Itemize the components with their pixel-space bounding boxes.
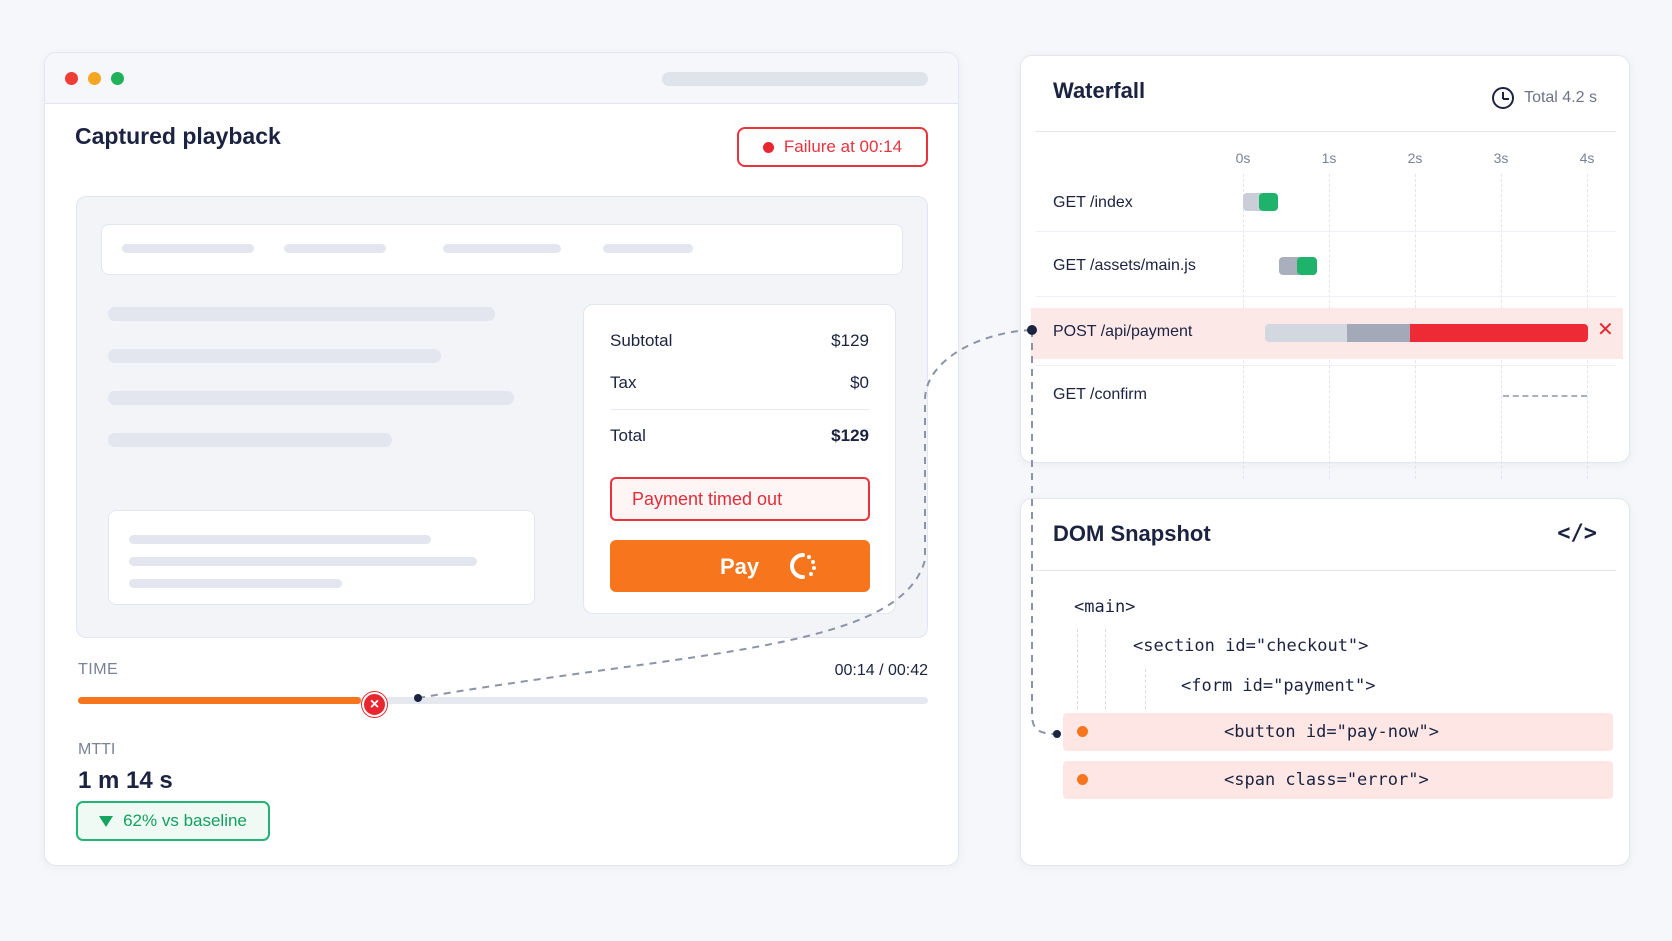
request-label[interactable]: GET /assets/main.js: [1053, 257, 1196, 274]
code-icon[interactable]: </>: [1557, 521, 1597, 546]
loading-spinner-icon: [790, 553, 816, 579]
dom-snapshot-panel: DOM Snapshot </> <main> <section id="che…: [1020, 498, 1630, 866]
tick-label: 0s: [1235, 150, 1251, 166]
clock-icon: [1492, 87, 1515, 109]
close-window-icon[interactable]: [65, 72, 78, 85]
subtotal-label: Subtotal: [610, 331, 673, 350]
mtti-label: MTTI: [78, 741, 116, 758]
dom-node[interactable]: <section id="checkout">: [1133, 636, 1369, 656]
timeline-progress: [78, 697, 362, 704]
placeholder-line: [108, 433, 392, 447]
row-divider: [1036, 365, 1616, 366]
indent-guide: [1077, 629, 1078, 709]
waterfall-total-label: Total 4.2 s: [1524, 89, 1597, 106]
dom-divider: [1036, 570, 1616, 571]
pay-button[interactable]: Pay: [610, 540, 870, 592]
summary-divider: [610, 409, 869, 410]
baseline-badge: 62% vs baseline: [76, 801, 270, 841]
failure-dot-icon: [762, 141, 774, 153]
dom-node-label: <span class="error">: [1224, 770, 1429, 790]
request-bar-ok: [1259, 193, 1278, 211]
failure-badge-label: Failure at 00:14: [783, 137, 903, 156]
dom-snapshot-title: DOM Snapshot: [1053, 521, 1211, 546]
placeholder-line: [108, 307, 495, 321]
failure-badge[interactable]: Failure at 00:14: [737, 127, 928, 167]
payment-error-message: Payment timed out: [610, 477, 870, 521]
order-summary: Subtotal $129 Tax $0 Total $129 Payment …: [583, 304, 896, 614]
dom-node-highlighted[interactable]: <span class="error">: [1063, 761, 1613, 799]
row-divider: [1036, 296, 1616, 297]
request-bar-wait: [1243, 193, 1261, 211]
baseline-label: 62% vs baseline: [123, 811, 247, 830]
node-marker-icon: [1077, 774, 1088, 785]
maximize-window-icon[interactable]: [111, 72, 124, 85]
window-titlebar: [45, 53, 958, 104]
failure-marker-icon[interactable]: ×: [362, 692, 387, 717]
indent-guide: [1105, 629, 1106, 709]
row-divider: [1036, 231, 1616, 232]
waterfall-total: Total 4.2 s: [1492, 87, 1597, 109]
tick-label: 2s: [1407, 150, 1423, 166]
tick-label: 1s: [1321, 150, 1337, 166]
total-value: $129: [831, 426, 869, 445]
placeholder-card: [108, 510, 535, 605]
playback-window: Captured playback Failure at 00:14 Subto…: [44, 52, 959, 866]
tax-label: Tax: [610, 373, 637, 392]
indent-guide: [1145, 669, 1146, 709]
dom-node[interactable]: <form id="payment">: [1181, 676, 1376, 696]
placeholder-line: [108, 349, 441, 363]
mtti-value: 1 m 14 s: [78, 767, 173, 794]
timeline-readout: 00:14 / 00:42: [834, 662, 928, 679]
waterfall-panel: Waterfall Total 4.2 s 0s 1s 2s 3s 4s GET…: [1020, 55, 1630, 479]
captured-page-viewport: Subtotal $129 Tax $0 Total $129 Payment …: [76, 196, 928, 638]
dom-node-label: <button id="pay-now">: [1224, 722, 1439, 742]
waterfall-divider: [1036, 131, 1616, 132]
request-bar-ok: [1297, 257, 1317, 275]
request-failed-icon: ✕: [1597, 319, 1614, 341]
request-bar-wait: [1347, 324, 1411, 342]
waterfall-title: Waterfall: [1053, 78, 1146, 103]
address-bar[interactable]: [662, 72, 928, 86]
placeholder-line: [108, 391, 514, 405]
request-bar-failed: [1410, 324, 1588, 342]
request-label[interactable]: GET /index: [1053, 194, 1133, 211]
timeline-label: TIME: [78, 661, 119, 678]
dom-node[interactable]: <main>: [1074, 597, 1136, 617]
down-triangle-icon: [99, 815, 114, 827]
placeholder-nav: [101, 224, 903, 275]
minimize-window-icon[interactable]: [88, 72, 101, 85]
tax-value: $0: [850, 373, 869, 392]
request-bar-pending: [1503, 395, 1587, 397]
dom-node-highlighted[interactable]: <button id="pay-now">: [1063, 713, 1613, 751]
request-label[interactable]: POST /api/payment: [1053, 323, 1193, 340]
timeline-scrubber[interactable]: [78, 697, 928, 704]
playback-title: Captured playback: [75, 123, 281, 149]
total-label: Total: [610, 426, 646, 445]
node-marker-icon: [1077, 726, 1088, 737]
request-bar-wait: [1279, 257, 1299, 275]
tick-label: 4s: [1579, 150, 1595, 166]
request-bar-queued: [1265, 324, 1347, 342]
tick-label: 3s: [1493, 150, 1509, 166]
pay-button-label: Pay: [720, 554, 760, 579]
subtotal-value: $129: [831, 331, 869, 350]
request-label[interactable]: GET /confirm: [1053, 386, 1147, 403]
